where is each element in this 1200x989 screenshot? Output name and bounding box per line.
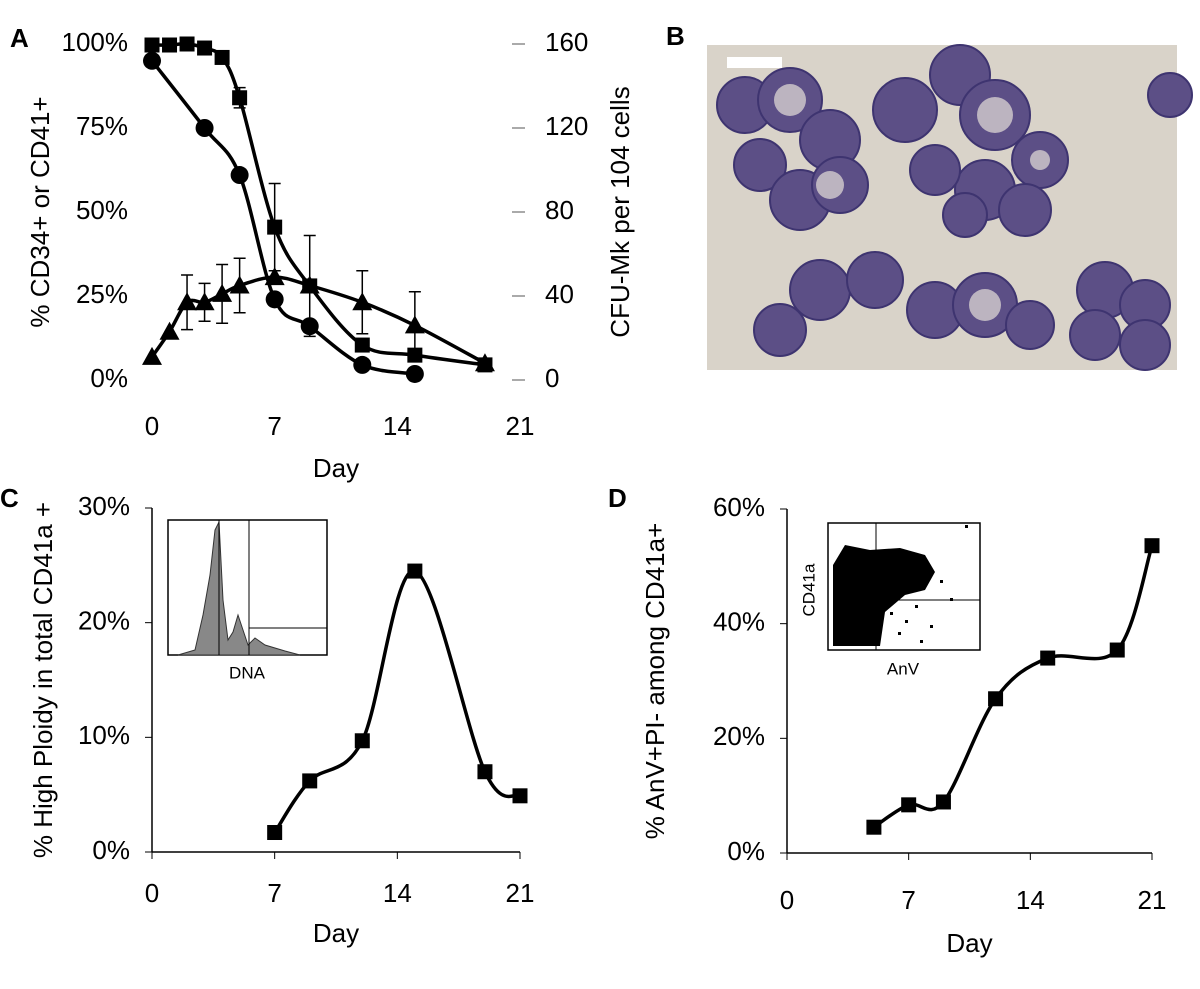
panel-letter: C [0,483,19,513]
granules [774,84,1050,321]
x-tick-label: 14 [383,411,412,441]
marker [935,794,951,810]
marker [354,733,370,749]
marker [353,355,372,374]
x-tick-label: 21 [506,878,535,908]
y-tick-label: 30% [78,491,130,521]
marker [214,49,230,65]
marker [866,819,882,835]
inset-histogram: DNA [167,519,328,682]
y-tick-label: 10% [78,720,130,750]
marker [477,764,493,780]
marker [265,290,284,309]
x-tick-label: 14 [383,878,412,908]
panel-letter: D [608,483,627,513]
y-tick-label: 20% [713,721,765,751]
marker [230,166,249,185]
marker [1109,642,1125,658]
marker [988,691,1004,707]
marker [352,292,373,311]
marker [1040,650,1056,666]
marker [194,292,215,311]
inset-frame [167,519,328,656]
marker [404,315,425,334]
marker [405,364,424,383]
inset-scatter: AnV CD41a [799,522,981,678]
x-tick-label: 0 [780,885,794,915]
y-axis-title: % CD34+ or CD41+ [25,96,55,327]
y-tick-label: 60% [713,492,765,522]
marker [159,321,180,340]
marker [512,788,528,804]
y2-tick-label: 40 [545,279,574,309]
x-axis-title: Day [946,928,992,958]
marker [474,353,495,372]
x-tick-label: 21 [506,411,535,441]
y2-tick-label: 120 [545,111,588,141]
marker [1144,538,1160,554]
scale-bar [727,57,782,68]
x-tick-label: 7 [267,411,281,441]
marker [299,275,320,294]
y-tick-label: 0% [727,836,765,866]
marker [901,797,917,813]
y2-tick-label: 0 [545,363,559,393]
y2-axis-title: CFU-Mk per 104 cells [605,86,635,337]
inset-label: DNA [229,663,266,682]
x-tick-label: 14 [1016,885,1045,915]
y2-tick-label: 160 [545,27,588,57]
micrograph [707,44,1193,371]
inset-label: CD41a [799,563,818,616]
marker [179,36,195,52]
marker [144,37,160,53]
y-tick-label: 0% [90,363,128,393]
series-line [150,59,416,376]
marker [354,337,370,353]
marker [143,51,161,70]
y-axis-title: % High Ploidy in total CD41a + [28,502,58,858]
y-tick-label: 0% [92,835,130,865]
inset-label: AnV [887,659,920,678]
y2-tick-label: 80 [545,195,574,225]
histogram [177,520,301,656]
x-tick-label: 7 [901,885,915,915]
marker [195,119,214,137]
marker [212,283,233,302]
y-axis-title: % AnV+PI- among CD41a+ [640,523,670,840]
marker [162,37,178,53]
marker [142,346,162,365]
marker [264,267,285,286]
series-line [151,42,486,367]
scatter-cloud [833,545,935,646]
marker [300,317,319,336]
y-tick-label: 20% [78,606,130,636]
marker [177,292,198,311]
x-tick-label: 0 [145,878,159,908]
y-tick-label: 25% [76,279,128,309]
x-tick-label: 21 [1138,885,1167,915]
marker [407,563,423,579]
y-tick-label: 100% [62,27,129,57]
marker [267,219,283,235]
x-tick-label: 0 [145,411,159,441]
x-tick-label: 7 [267,878,281,908]
x-axis-title: Day [313,918,359,948]
panel-letter: B [666,21,685,51]
marker [229,275,250,294]
marker [197,40,213,56]
cells [716,44,1193,371]
marker [232,90,248,106]
marker [267,825,283,841]
y-tick-label: 40% [713,607,765,637]
x-axis-title: Day [313,453,359,483]
panel-letter: A [10,23,29,53]
y-tick-label: 50% [76,195,128,225]
series-line [150,275,486,365]
y-tick-label: 75% [76,111,128,141]
marker [302,773,318,789]
